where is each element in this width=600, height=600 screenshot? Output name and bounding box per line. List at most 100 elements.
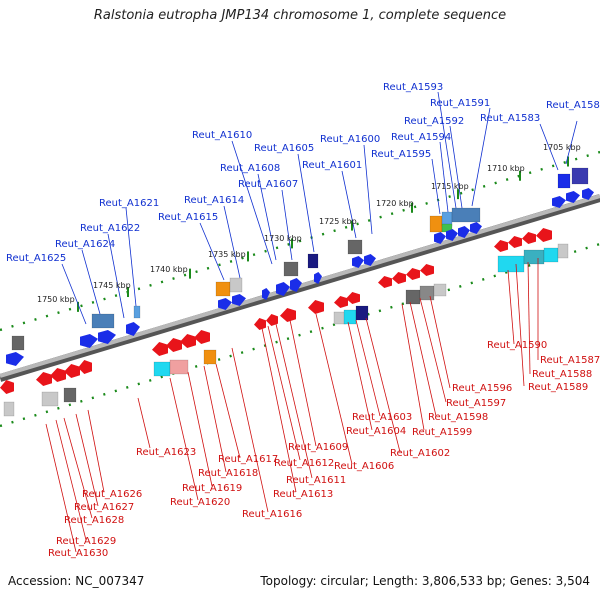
gene-label-reverse: Reut_A1588 [532,369,592,380]
gene-arrow [446,229,458,241]
leader-line [169,377,199,501]
leader-line [355,319,381,417]
gene-label-reverse: Reut_A1628 [64,515,124,526]
gene-label-reverse: Reut_A1602 [390,448,450,459]
scale-label: 1730 kbp [264,234,302,243]
gene-label-forward: Reut_A1610 [192,130,252,141]
topology-text: Topology: circular; Length: 3,806,533 bp… [260,574,590,588]
leader-line [363,144,373,235]
gene-label-reverse: Reut_A1590 [487,340,547,351]
gene-box [169,359,189,375]
leader-line [437,91,457,209]
leader-line [515,263,525,387]
scale-label: 1735 kbp [208,250,246,259]
gene-label-forward: Reut_A1614 [184,195,244,206]
gene-box [153,361,171,377]
gene-label-reverse: Reut_A1613 [273,489,333,500]
gene-label-forward: Reut_A1621 [99,198,159,209]
gene-label-forward: Reut_A1615 [158,212,218,223]
gene-label-reverse: Reut_A1597 [446,398,506,409]
leader-line [199,222,225,281]
gene-label-reverse: Reut_A1616 [242,509,302,520]
gene-box [307,253,319,269]
gene-arrow [80,334,98,348]
gene-label-forward: Reut_A1594 [391,132,451,143]
gene-label-forward: Reut_A1625 [6,253,66,264]
leader-line [63,417,93,519]
leader-line [471,107,491,207]
gene-box [3,401,15,417]
gene-arrow [50,368,66,382]
gene-arrow [352,256,364,268]
gene-arrow [0,380,14,394]
gene-box [283,261,299,277]
leader-layer [45,91,578,553]
gene-arrow [536,228,552,242]
gene-arrow [98,330,116,344]
gene-label-reverse: Reut_A1630 [48,548,108,559]
scale-label: 1725 kbp [319,217,357,226]
leader-line [137,397,151,449]
scale-label: 1740 kbp [150,265,188,274]
gene-box [543,247,559,263]
leader-line [215,363,241,459]
gene-arrow [494,240,508,252]
gene-arrow [420,264,434,276]
gene-arrow [458,226,470,238]
gene-box [557,243,569,259]
gene-label-forward: Reut_A1607 [238,179,298,190]
leader-line [565,120,578,165]
gene-label-reverse: Reut_A1619 [182,483,242,494]
leader-line [75,413,99,507]
gene-label-reverse: Reut_A1598 [428,412,488,423]
leader-line [187,371,213,487]
leader-line [55,419,87,541]
gene-box [11,335,25,351]
leader-line [341,170,357,239]
leader-line [297,153,315,253]
gene-label-reverse: Reut_A1623 [136,447,196,458]
scale-label: 1710 kbp [487,164,525,173]
gene-arrow [36,372,52,386]
gene-label-forward: Reut_A1583 [480,113,540,124]
gene-box [63,387,77,403]
gene-label-reverse: Reut_A1611 [286,475,346,486]
leader-line [449,125,463,209]
gene-box [429,215,443,233]
leader-line [315,313,353,465]
gene-box [229,277,243,293]
leader-line [365,317,401,453]
gene-label-reverse: Reut_A1627 [74,502,134,513]
gene-arrow [290,278,302,292]
gene-box [433,283,447,297]
gene-label-forward: Reut_A1608 [220,163,280,174]
leader-line [281,189,293,261]
gene-label-forward: Reut_A1593 [383,82,443,93]
gene-box [41,391,59,407]
gene-label-reverse: Reut_A1603 [352,412,412,423]
leader-line [61,263,87,325]
leader-line [125,207,137,307]
gene-box [523,249,545,265]
gene-label-forward: Reut_A1595 [371,149,431,160]
accession-text: Accession: NC_007347 [8,574,145,588]
gene-box [497,255,525,273]
gene-arrow [552,196,566,208]
gene-label-reverse: Reut_A1589 [528,382,588,393]
scale-label: 1720 kbp [376,199,414,208]
gene-label-reverse: Reut_A1609 [288,442,348,453]
gene-arrow [582,188,594,200]
gene-label-forward: Reut_A1624 [55,239,115,250]
gene-label-forward: Reut_A1622 [80,223,140,234]
leader-line [409,301,437,417]
gene-arrow [406,268,420,280]
gene-arrow [6,352,24,366]
gene-box [355,305,369,321]
gene-arrow [78,360,92,374]
gene-arrow [334,296,348,308]
gene-label-reverse: Reut_A1617 [218,454,278,465]
gene-arrow [378,276,392,288]
scale-label: 1745 kbp [93,281,131,290]
leader-line [231,140,273,265]
